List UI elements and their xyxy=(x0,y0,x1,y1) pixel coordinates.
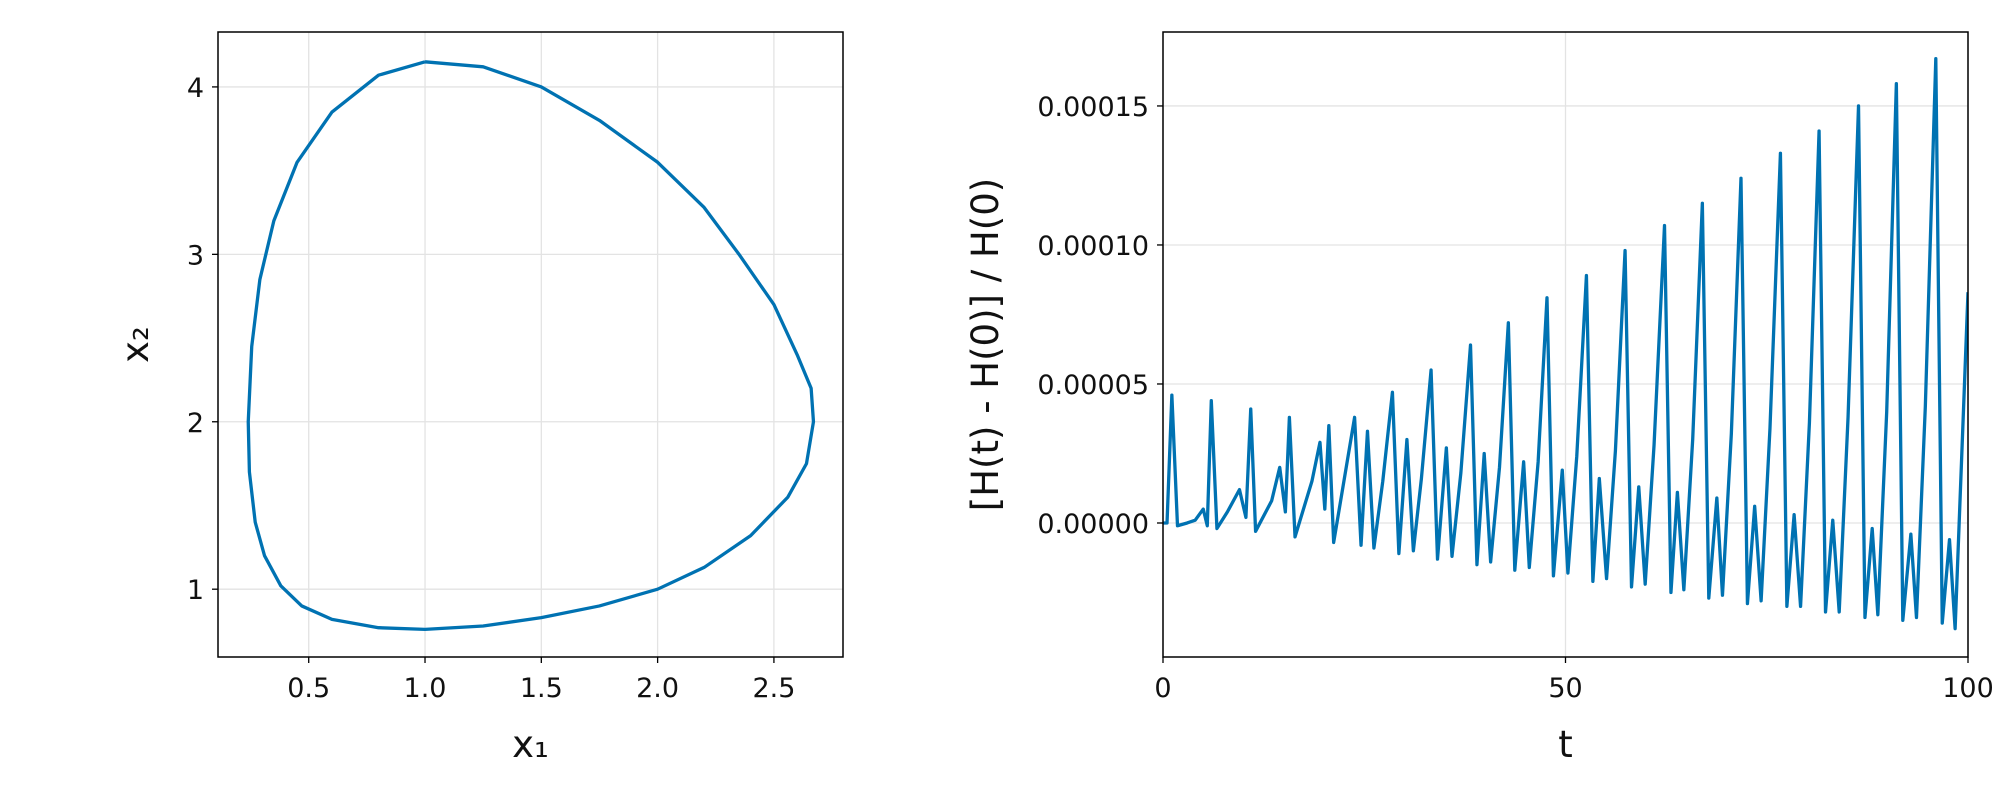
chart: 0 50 100 0.00000 0.00005 0.00010 0.00015 t [H(t)… xyxy=(964,31,1994,766)
plot-frame xyxy=(1162,31,1969,658)
x-tick-label: 0 xyxy=(1154,673,1171,704)
x-tick-label: 1.5 xyxy=(520,673,563,704)
x-tick-label: 100 xyxy=(1942,673,1994,704)
x-tick-label: 2.5 xyxy=(752,673,795,704)
y-tick-label: 1 xyxy=(187,575,204,606)
data-line xyxy=(246,60,816,632)
x-axis-title: t xyxy=(1558,723,1573,766)
x-tick-label: 1.0 xyxy=(404,673,447,704)
x-tick-label: 2.0 xyxy=(636,673,679,704)
y-tick-label: 4 xyxy=(187,73,204,104)
y-tick-label: 0.00010 xyxy=(1037,231,1149,262)
chart: 0.5 1.0 1.5 2.0 2.5 1 2 3 4 x₁ x₂ xyxy=(114,31,844,766)
plot-frame xyxy=(217,31,844,658)
x-axis-title: x₁ xyxy=(512,723,549,766)
y-axis-title: [H(t) - H(0)] / H(0) xyxy=(964,178,1007,511)
y-tick-label: 0.00015 xyxy=(1037,92,1149,123)
y-tick-label: 2 xyxy=(187,408,204,439)
x-tick-label: 50 xyxy=(1548,673,1582,704)
y-axis-title: x₂ xyxy=(114,326,157,363)
y-tick-label: 3 xyxy=(187,240,204,271)
data-line xyxy=(1163,57,1968,631)
x-tick-label: 0.5 xyxy=(287,673,330,704)
y-tick-label: 0.00000 xyxy=(1037,509,1149,540)
y-tick-label: 0.00005 xyxy=(1037,370,1149,401)
